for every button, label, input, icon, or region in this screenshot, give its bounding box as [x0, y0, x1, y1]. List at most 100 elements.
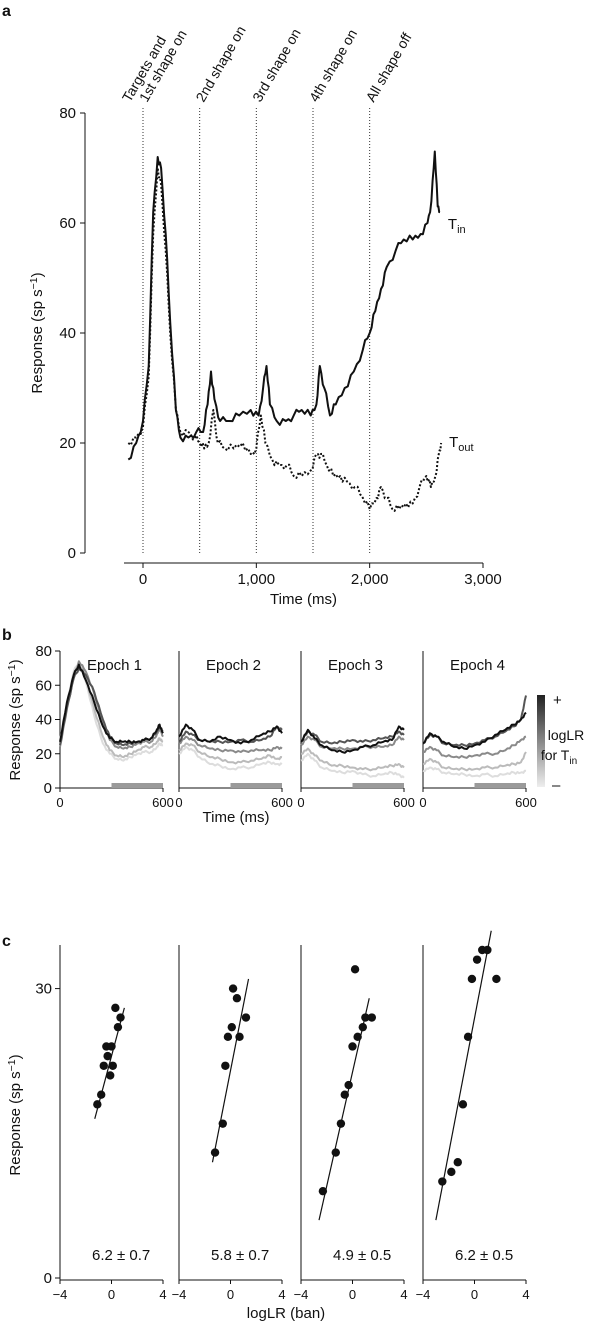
colorbar-title: for Tin — [541, 747, 577, 767]
scatter-point — [340, 1090, 349, 1099]
x-tick-label: 4 — [400, 1287, 407, 1302]
x-tick-label: 0 — [297, 795, 304, 810]
scatter-point — [93, 1100, 102, 1109]
scatter-point — [210, 1148, 220, 1157]
event-marker-label: 4th shape on — [306, 26, 360, 104]
scatter-point — [116, 1013, 125, 1022]
x-tick-label: 2,000 — [351, 571, 389, 588]
epoch-series-line — [300, 725, 405, 754]
scatter-subplot: −4 0 4 5.8 ± 0.7 — [172, 945, 286, 1302]
scatter-point — [103, 1051, 112, 1061]
y-tick-label: 80 — [59, 105, 76, 122]
x-tick-label: 0 — [419, 795, 426, 810]
y-axis-label: Response (sp s−1) — [28, 272, 46, 393]
y-tick-label: 60 — [35, 677, 52, 694]
scatter-point — [228, 984, 238, 993]
epoch-series-line — [178, 735, 283, 754]
epoch-series-line — [300, 735, 405, 751]
scatter-point — [232, 994, 242, 1003]
epoch-series-line — [59, 662, 164, 759]
x-tick-label: 0 — [56, 795, 63, 810]
regression-line — [318, 998, 370, 1221]
regression-line — [211, 978, 250, 1163]
x-tick-label: 0 — [108, 1287, 115, 1302]
x-axis-label: logLR (ban) — [247, 1305, 325, 1322]
scatter-point — [344, 1080, 353, 1090]
epoch-series-line — [422, 751, 527, 772]
x-tick-label: 4 — [522, 1287, 529, 1302]
series-line-tout — [127, 167, 443, 512]
scatter-point — [463, 1032, 473, 1042]
y-tick-label: 40 — [59, 325, 76, 342]
epoch-series-line — [178, 725, 283, 744]
scatter-point — [350, 965, 360, 974]
scatter-point — [113, 1022, 123, 1032]
epoch-subplot: Epoch 4 0 600 — [419, 651, 537, 810]
scatter-point — [108, 1061, 117, 1070]
scatter-point — [492, 974, 501, 984]
epoch-series-line — [178, 723, 283, 745]
epoch-subplot: Epoch 3 0 600 — [297, 651, 415, 810]
epoch-series-line — [178, 742, 283, 765]
event-marker-label: 2nd shape on — [192, 23, 248, 104]
y-tick-label: 0 — [44, 780, 52, 797]
scatter-subplot: −4 0 4 6.2 ± 0.7 — [53, 945, 167, 1302]
x-tick-label: 3,000 — [464, 571, 502, 588]
x-tick-label: 600 — [271, 795, 293, 810]
scatter-point — [223, 1032, 233, 1042]
x-tick-label: −4 — [294, 1287, 309, 1302]
epoch-series-line — [423, 735, 527, 759]
y-tick-label: 60 — [59, 215, 76, 232]
x-tick-label: 600 — [515, 795, 537, 810]
scatter-point — [453, 1158, 462, 1167]
x-tick-label: 4 — [159, 1287, 166, 1302]
panel-a-chart: 0 20 40 60 80 0 1,000 2,000 3,000 Time (ms) Respon… — [28, 23, 502, 608]
y-tick-label: 0 — [68, 545, 76, 562]
epoch-subplot: Epoch 1 0 600 — [56, 651, 174, 810]
scatter-point — [336, 1119, 346, 1128]
epoch-title: Epoch 2 — [206, 657, 261, 674]
epoch-series-line — [422, 711, 527, 750]
slope-annotation: 5.8 ± 0.7 — [211, 1247, 269, 1264]
scatter-point — [467, 974, 477, 984]
panel-label-c: c — [2, 933, 11, 950]
y-axis-label: Response (sp s−1) — [6, 659, 24, 780]
x-tick-label: 600 — [152, 795, 174, 810]
scatter-point — [358, 1022, 367, 1032]
colorbar-top-label: + — [553, 692, 562, 709]
x-tick-label: 600 — [393, 795, 415, 810]
x-tick-label: 0 — [139, 571, 147, 588]
regression-line — [435, 930, 492, 1221]
scatter-point — [241, 1013, 251, 1022]
scatter-point — [106, 1071, 115, 1080]
epoch-subplot: Epoch 2 0 600 — [175, 651, 293, 810]
epoch-series-line — [59, 667, 164, 747]
x-tick-label: 1,000 — [238, 571, 276, 588]
epoch-series-line — [300, 747, 405, 772]
scatter-subplot: −4 0 4 4.9 ± 0.5 — [294, 945, 408, 1302]
epoch-title: Epoch 1 — [87, 657, 142, 674]
analysis-window-bar — [352, 783, 404, 788]
epoch-title: Epoch 3 — [328, 657, 383, 674]
scatter-point — [318, 1186, 328, 1196]
y-tick-label: 80 — [35, 643, 52, 660]
x-tick-label: 0 — [227, 1287, 234, 1302]
x-tick-label: −4 — [53, 1287, 68, 1302]
analysis-window-bar — [111, 783, 163, 788]
scatter-point — [235, 1032, 244, 1042]
scatter-point — [218, 1119, 227, 1128]
scatter-point — [367, 1013, 377, 1022]
scatter-point — [472, 955, 482, 964]
series-label: Tin — [448, 216, 466, 236]
epoch-series-line — [178, 745, 283, 771]
x-tick-label: 4 — [278, 1287, 285, 1302]
y-tick-label: 30 — [35, 981, 52, 998]
scatter-point — [221, 1061, 230, 1070]
scatter-point — [111, 1003, 120, 1013]
scatter-point — [331, 1148, 340, 1157]
y-tick-label: 0 — [44, 1270, 52, 1287]
scatter-point — [97, 1090, 106, 1099]
slope-annotation: 4.9 ± 0.5 — [333, 1247, 391, 1264]
